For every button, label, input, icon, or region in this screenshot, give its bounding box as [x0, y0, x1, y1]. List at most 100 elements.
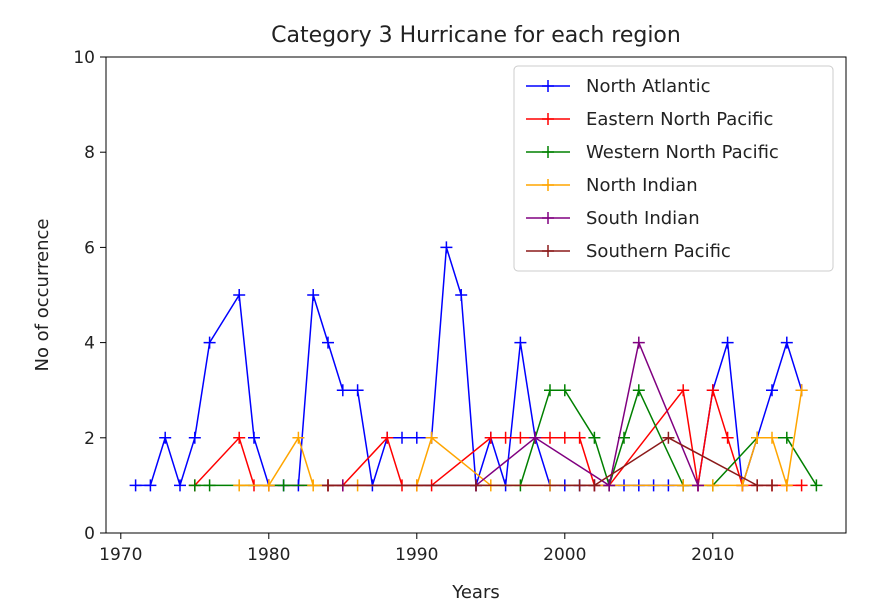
x-axis: 1970 1980 1990 2000 2010	[99, 533, 734, 565]
data-point-north-atlantic	[188, 431, 201, 444]
data-point-north-atlantic	[410, 431, 423, 444]
legend: North Atlantic Eastern North Pacific Weste…	[513, 65, 834, 272]
data-point-south-indian	[632, 336, 645, 349]
data-point-north-atlantic	[203, 336, 216, 349]
data-point-north-atlantic	[721, 336, 734, 349]
x-axis-title: Years	[451, 582, 500, 603]
data-point-southern-pacific	[573, 479, 586, 492]
data-point-western-north-pacific	[277, 479, 290, 492]
data-point-eastern-north-pacific	[558, 431, 571, 444]
data-point-southern-pacific	[766, 479, 778, 492]
legend-marker-western-north-pacific	[542, 146, 554, 158]
data-point-north-indian	[736, 479, 749, 492]
legend-label-southern-pacific: Southern Pacific	[586, 241, 731, 262]
data-point-north-atlantic	[766, 384, 778, 397]
data-point-eastern-north-pacific	[233, 431, 246, 444]
y-tick-label: 0	[84, 524, 95, 544]
data-point-north-atlantic	[780, 336, 793, 349]
data-point-north-atlantic	[514, 336, 527, 349]
series-layer	[129, 241, 823, 492]
data-point-north-atlantic	[440, 241, 453, 254]
data-point-western-north-pacific	[544, 384, 556, 397]
data-point-eastern-north-pacific	[706, 384, 719, 397]
x-tick-label: 1990	[395, 545, 438, 565]
data-point-north-indian	[751, 431, 764, 444]
data-point-north-indian	[307, 479, 320, 492]
data-point-north-indian	[425, 431, 438, 444]
data-point-western-north-pacific	[810, 479, 823, 492]
data-point-southern-pacific	[470, 479, 482, 492]
legend-label-north-indian: North Indian	[586, 175, 698, 196]
data-point-north-atlantic	[248, 431, 260, 444]
data-point-south-indian	[603, 479, 616, 492]
data-point-north-atlantic	[455, 289, 468, 301]
data-point-north-indian	[780, 479, 793, 492]
y-tick-label: 2	[84, 429, 95, 449]
data-point-north-atlantic	[129, 479, 142, 492]
series-line-eastern-north-pacific	[194, 388, 802, 487]
legend-marker-north-indian	[542, 179, 554, 191]
legend-box	[513, 65, 834, 272]
data-point-southern-pacific	[662, 431, 675, 444]
data-point-north-atlantic	[322, 336, 334, 349]
legend-marker-south-indian	[542, 212, 554, 224]
data-point-north-atlantic	[174, 479, 186, 492]
data-point-eastern-north-pacific	[721, 431, 734, 444]
data-point-southern-pacific	[588, 479, 601, 492]
data-point-south-indian	[529, 431, 542, 444]
data-point-eastern-north-pacific	[484, 431, 497, 444]
data-point-north-atlantic	[159, 431, 172, 444]
data-point-western-north-pacific	[618, 431, 630, 444]
data-point-north-atlantic	[307, 289, 320, 301]
data-point-north-indian	[795, 384, 808, 397]
y-axis: 0 2 4 6 8 10	[73, 48, 106, 544]
data-point-eastern-north-pacific	[499, 431, 512, 444]
legend-label-western-north-pacific: Western North Pacific	[586, 142, 779, 163]
data-point-western-north-pacific	[632, 384, 645, 397]
y-tick-label: 6	[84, 238, 95, 258]
series-north-atlantic	[129, 241, 808, 492]
plot-frame	[105, 56, 847, 534]
legend-label-south-indian: South Indian	[586, 208, 700, 229]
y-axis-title: No of occurrence	[32, 218, 53, 371]
data-point-eastern-north-pacific	[573, 431, 586, 444]
x-tick-label: 2000	[543, 545, 586, 565]
data-point-north-indian	[706, 479, 719, 492]
data-point-western-north-pacific	[188, 479, 201, 492]
legend-marker-southern-pacific	[542, 245, 554, 257]
data-point-eastern-north-pacific	[514, 431, 527, 444]
chart-title: Category 3 Hurricane for each region	[271, 23, 681, 48]
legend-marker-north-atlantic	[542, 80, 554, 92]
data-point-eastern-north-pacific	[544, 431, 556, 444]
y-tick-label: 10	[73, 48, 95, 68]
x-tick-label: 1970	[99, 545, 142, 565]
legend-label-eastern-north-pacific: Eastern North Pacific	[586, 109, 773, 130]
data-point-western-north-pacific	[588, 431, 601, 444]
data-point-north-indian	[292, 431, 305, 444]
y-tick-label: 4	[84, 334, 95, 354]
data-point-southern-pacific	[322, 479, 334, 492]
data-point-north-indian	[677, 479, 690, 492]
data-point-eastern-north-pacific	[381, 431, 394, 444]
data-point-north-indian	[262, 479, 275, 492]
data-point-north-indian	[233, 479, 246, 492]
data-point-north-atlantic	[233, 289, 246, 301]
data-point-western-north-pacific	[203, 479, 216, 492]
data-point-western-north-pacific	[780, 431, 793, 444]
data-point-north-atlantic	[396, 431, 408, 444]
x-tick-label: 2010	[691, 545, 734, 565]
data-point-north-atlantic	[351, 384, 364, 397]
series-line-north-atlantic	[135, 247, 803, 488]
data-point-north-atlantic	[336, 384, 349, 397]
series-southern-pacific	[322, 431, 778, 492]
legend-label-north-atlantic: North Atlantic	[586, 76, 711, 97]
data-point-eastern-north-pacific	[677, 384, 690, 397]
data-point-north-indian	[766, 431, 778, 444]
data-point-north-atlantic	[144, 479, 157, 492]
data-point-western-north-pacific	[558, 384, 571, 397]
data-point-eastern-north-pacific	[795, 479, 808, 492]
data-point-south-indian	[692, 479, 704, 492]
legend-marker-eastern-north-pacific	[542, 113, 554, 125]
data-point-southern-pacific	[751, 479, 764, 492]
